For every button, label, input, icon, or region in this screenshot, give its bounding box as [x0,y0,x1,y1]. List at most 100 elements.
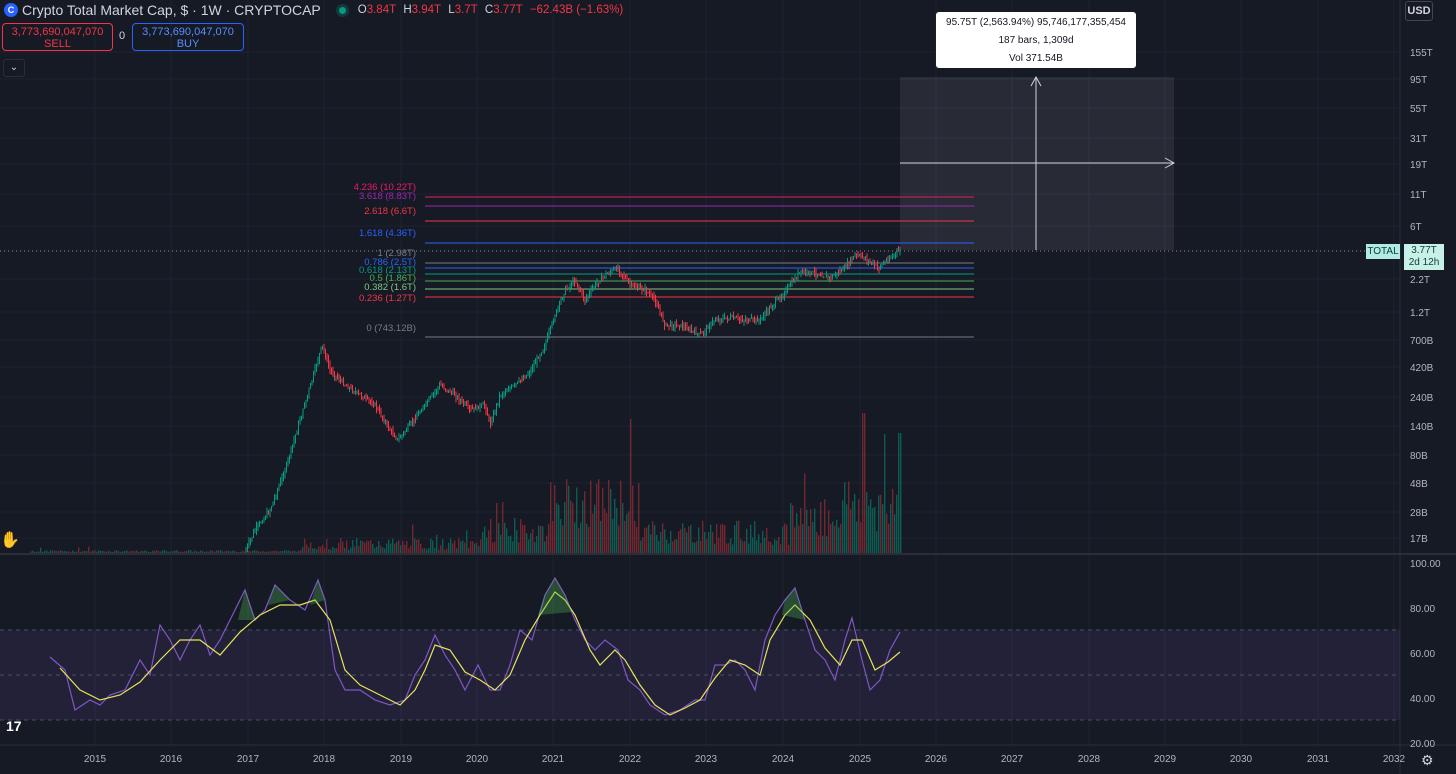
volume-bar [896,494,898,553]
volume-bar [142,550,144,553]
volume-bar [504,522,506,553]
volume-bar [876,531,878,553]
volume-bar [830,524,832,553]
volume-bar [720,524,722,553]
volume-bar [466,530,468,553]
fib-level-label: 2.618 (6.6T) [364,206,416,217]
chevron-down-icon[interactable]: ⌄ [3,59,25,77]
volume-bar [212,550,214,553]
volume-bar [550,482,552,553]
volume-bar [596,483,598,553]
volume-bar [380,545,382,553]
fib-level-label: 1 (2.98T) [377,248,416,259]
volume-bar [420,543,422,553]
volume-bar [444,549,446,553]
volume-bar [652,521,654,553]
volume-bar [678,531,680,553]
volume-bar [294,550,296,553]
volume-bar [528,539,530,553]
fib-level-label: 0.786 (2.5T) [364,257,416,268]
volume-bar [802,524,804,553]
volume-bar [722,523,724,553]
volume-bar [238,551,240,553]
volume-bar [636,527,638,553]
buy-button[interactable]: 3,773,690,047,070 BUY [132,23,244,51]
market-status-icon[interactable] [338,6,346,14]
volume-bar [118,551,120,553]
sell-button[interactable]: 3,773,690,047,070 SELL [2,23,113,51]
price-axis-label: 28B [1410,508,1428,519]
volume-bar [708,531,710,553]
volume-bar [232,550,234,553]
spread-value: 0 [119,30,126,42]
last-price-tag: 3.77T 2d 12h [1404,244,1444,270]
volume-bar [604,508,606,553]
volume-bar [192,551,194,553]
cryptocap-logo-icon: C [4,3,18,17]
volume-bar [566,479,568,553]
volume-bar [900,433,902,553]
volume-bar [552,520,554,553]
price-axis-label: 6T [1410,222,1422,233]
rsi-overbought-fill [238,590,255,620]
volume-bar [858,499,860,553]
volume-bar [558,504,560,553]
volume-bar [728,543,730,553]
volume-bar [282,550,284,553]
rsi-axis-label: 40.00 [1410,694,1435,705]
volume-bar [572,503,574,553]
volume-bar [372,543,374,553]
volume-bar [520,519,522,553]
volume-bar [500,534,502,553]
volume-bar [778,537,780,553]
fib-level-label: 1.618 (4.36T) [359,228,416,239]
volume-bar [396,541,398,553]
tradingview-logo-icon[interactable]: 17 [6,718,22,734]
volume-bar [168,551,170,553]
volume-bar [262,550,264,553]
volume-bar [234,550,236,553]
volume-bar [608,480,610,553]
volume-bar [166,551,168,553]
volume-bar [116,550,118,553]
volume-bar [388,539,390,553]
volume-bar [72,550,74,553]
volume-bar [818,535,820,553]
currency-button[interactable]: USD [1405,1,1433,21]
gear-icon[interactable]: ⚙ [1421,752,1434,768]
volume-bar [668,543,670,553]
volume-bar [620,480,622,553]
volume-bar [536,535,538,553]
symbol-header: C Crypto Total Market Cap, $ · 1W · CRYP… [0,0,627,20]
volume-bar [228,550,230,553]
volume-bar [894,514,896,553]
volume-bar [140,551,142,553]
volume-bar [690,524,692,553]
measure-bars: 187 bars, 1,309d [998,35,1074,46]
volume-bar [472,541,474,553]
volume-bar [774,539,776,553]
volume-bar [104,551,106,553]
volume-bar [298,550,300,553]
volume-bar [898,433,900,553]
volume-bar [252,550,254,553]
volume-bar [314,548,316,553]
volume-bar [696,541,698,553]
volume-bar [254,550,256,553]
volume-bar [186,550,188,553]
volume-bar [66,551,68,553]
volume-bar [512,541,514,553]
volume-bar [290,551,292,553]
sell-price: 3,773,690,047,070 [11,26,104,38]
volume-bar [356,538,358,553]
volume-bar [156,550,158,553]
volume-bar [574,522,576,553]
volume-bar [442,539,444,553]
volume-bar [540,525,542,553]
volume-bar [718,537,720,553]
symbol-title[interactable]: Crypto Total Market Cap, $ · 1W · CRYPTO… [22,2,321,18]
volume-bar [672,541,674,553]
volume-bar [62,550,64,553]
volume-bar [576,487,578,553]
